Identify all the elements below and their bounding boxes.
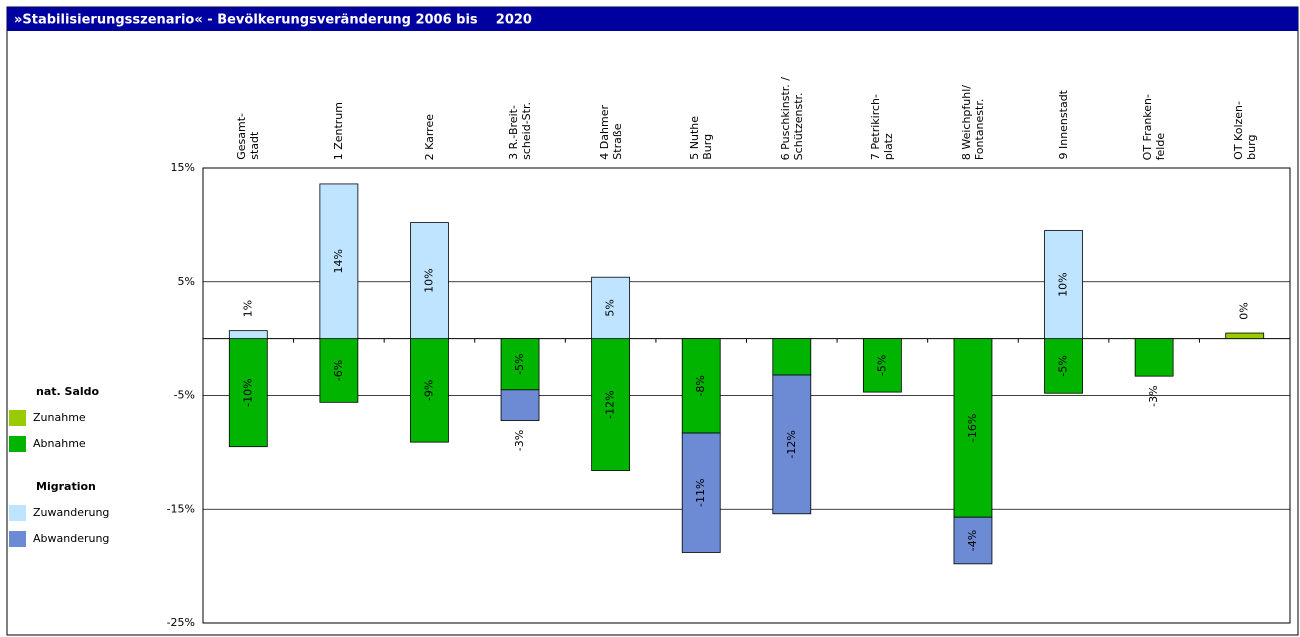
data-label: 10% [1057,272,1070,296]
legend-label: Zuwanderung [33,506,109,519]
data-label: 1% [241,300,254,317]
legend-label: Zunahme [33,411,86,424]
data-label: 10% [422,268,435,292]
bar [1225,332,1265,340]
y-tick-label: 5% [178,275,195,288]
y-tick-label: -25% [167,616,195,629]
x-tick-label: 9 Innenstadt [1057,90,1071,160]
x-tick-label: 4 Dahmer Straße [597,105,624,160]
x-tick-label: 3 R.-Breit- scheid-Str. [507,102,534,160]
bar [681,338,721,434]
bar [1044,338,1083,394]
legend-label: Abwanderung [33,532,109,545]
data-label: -16% [966,414,979,442]
data-label: 0% [1238,302,1251,319]
data-label: -11% [694,479,707,507]
data-label: -3% [1147,385,1160,406]
data-label: -12% [604,390,617,418]
bar [591,338,631,471]
bar [862,338,902,393]
y-tick-label: -15% [167,502,195,515]
chart-title: »Stabilisierungsszenario« - Bevölkerungs… [14,13,532,28]
x-tick-label: OT Franken- felde [1141,94,1168,161]
data-label: -8% [694,375,707,396]
data-label: -5% [513,354,526,375]
x-tick-label: 6 Puschkinstr. / Schützenstr. [778,77,805,161]
data-label: 5% [604,299,617,316]
data-label: 14% [332,249,345,273]
x-tick-label: Gesamt- stadt [235,113,262,160]
data-label: -4% [966,530,979,551]
bar [772,338,812,376]
data-label: -6% [332,360,345,381]
x-tick-label: 7 Petrikirch- platz [869,94,896,161]
bar [500,338,540,391]
bar [681,432,721,553]
y-tick-label: -5% [174,389,195,402]
bar [1134,338,1174,377]
x-tick-label: 1 Zentrum [332,102,346,161]
data-label: -5% [1057,355,1070,376]
data-label: -9% [422,380,435,401]
bar [410,222,449,340]
data-label: -12% [785,430,798,458]
legend-swatch [9,410,26,426]
x-tick-label: 2 Karree [422,114,436,161]
x-tick-label: 5 Nuthe Burg [688,116,715,160]
title-bar [7,7,1298,31]
data-label: -3% [513,430,526,451]
legend-label: Abnahme [33,437,86,450]
bar [228,338,268,448]
bar [591,276,631,340]
x-tick-label: 8 Weichpfuhl/ Fontanestr. [959,85,986,161]
bar [953,338,993,518]
legend-swatch [9,531,26,547]
data-label: -5% [875,355,888,376]
legend-group-title: Migration [36,480,96,493]
bar [410,338,449,443]
legend-swatch [9,436,26,452]
x-tick-label: OT Kolzen- burg [1231,101,1258,160]
bar [1044,230,1083,340]
legend-swatch [9,505,26,521]
data-label: -10% [241,378,254,406]
y-tick-label: 15% [171,161,195,174]
legend-group-title: nat. Saldo [36,385,100,398]
bar [500,389,540,421]
bar [772,374,812,515]
bar [319,183,359,340]
bar [228,330,268,340]
bar [953,516,993,565]
